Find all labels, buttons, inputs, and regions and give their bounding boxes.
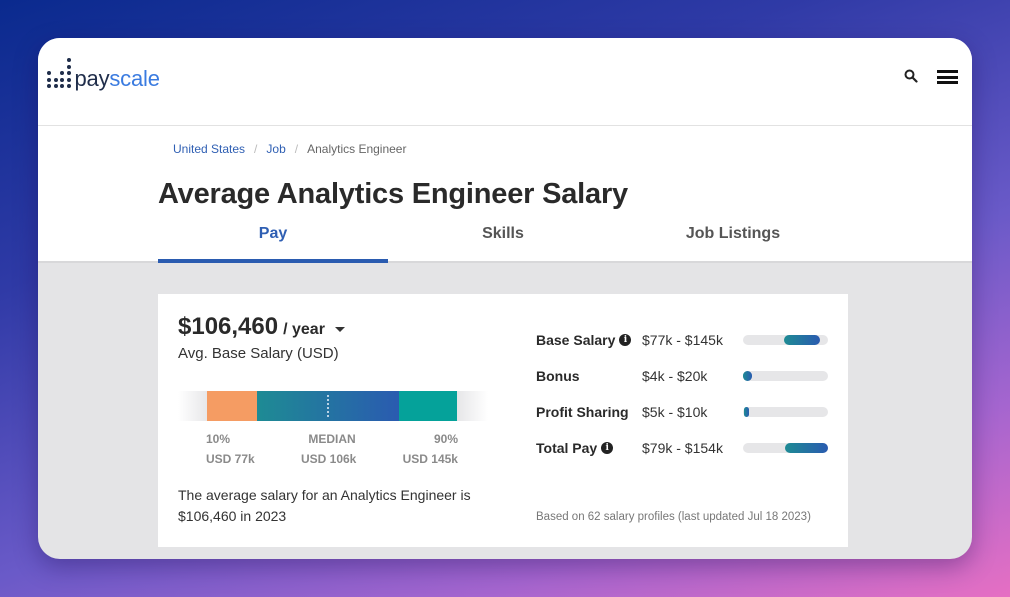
browser-window: payscale United States / Job / Analytics…	[38, 38, 972, 559]
breakdown-range: $77k - $145k	[642, 332, 723, 348]
breadcrumb-united-states[interactable]: United States	[173, 142, 246, 156]
range-fill	[743, 407, 749, 417]
page-header: United States / Job / Analytics Engineer…	[38, 126, 972, 263]
salary-amount: $106,460	[178, 313, 279, 340]
range-fill	[743, 371, 752, 381]
salary-description: The average salary for an Analytics Engi…	[178, 487, 471, 524]
salary-sublabel: Avg. Base Salary (USD)	[178, 345, 339, 362]
pay-breakdown: Base Salary i $77k - $145k Bonus $4k - $2…	[536, 328, 836, 472]
top-navigation-bar: payscale	[38, 38, 972, 126]
breakdown-label: Base Salary	[536, 332, 616, 348]
breakdown-label: Bonus	[536, 368, 580, 384]
breadcrumb: United States / Job / Analytics Engineer	[173, 142, 406, 156]
search-icon	[904, 69, 918, 83]
p90-value: USD 145k	[402, 452, 458, 466]
breadcrumb-current: Analytics Engineer	[307, 142, 407, 156]
logo-wordmark: payscale	[74, 66, 160, 91]
info-icon[interactable]: i	[619, 334, 632, 346]
breakdown-label: Profit Sharing	[536, 404, 629, 420]
breakdown-label: Total Pay	[536, 440, 598, 456]
tab-bar: Pay Skills Job Listings	[158, 221, 848, 263]
range-track	[743, 371, 828, 381]
p90-label: 90%	[433, 432, 458, 446]
info-icon[interactable]: i	[601, 442, 614, 454]
hamburger-menu-icon[interactable]	[937, 70, 958, 84]
logo-dots-icon	[47, 58, 71, 88]
tab-job-listings[interactable]: Job Listings	[685, 225, 781, 242]
payscale-logo[interactable]: payscale	[47, 58, 160, 91]
range-track	[743, 335, 828, 345]
breakdown-range: $4k - $20k	[642, 368, 708, 384]
tab-pay[interactable]: Pay	[158, 221, 388, 263]
chevron-down-icon[interactable]	[334, 326, 345, 332]
salary-footnote: Based on 62 salary profiles (last update…	[536, 511, 811, 523]
breakdown-row-bonus: Bonus $4k - $20k	[536, 364, 836, 400]
breadcrumb-separator: /	[254, 142, 258, 156]
salary-percentile-bar	[178, 391, 488, 421]
salary-amount-row: $106,460 / year	[178, 313, 345, 341]
percentile-10-segment	[207, 391, 257, 421]
p10-value: USD 77k	[206, 452, 255, 466]
range-track	[743, 443, 828, 453]
breakdown-range: $5k - $10k	[642, 404, 708, 420]
breakdown-range: $79k - $154k	[642, 440, 723, 456]
median-value: USD 106k	[300, 452, 357, 466]
breakdown-row-base-salary: Base Salary i $77k - $145k	[536, 328, 836, 364]
breadcrumb-separator: /	[294, 142, 299, 156]
median-label: MEDIAN	[308, 432, 356, 446]
range-fill	[784, 443, 828, 453]
tab-skills[interactable]: Skills	[482, 225, 524, 242]
range-fill	[783, 335, 821, 345]
page-title: Average Analytics Engineer Salary	[158, 178, 628, 210]
percentile-90-segment	[399, 391, 457, 421]
median-marker	[327, 395, 329, 417]
pay-period[interactable]: / year	[283, 321, 325, 338]
range-track	[743, 407, 828, 417]
salary-card: $106,460 / year Avg. Base Salary (USD) 1…	[158, 294, 848, 547]
percentile-labels: 10% MEDIAN 90% USD 77k USD 106k USD 145k	[206, 429, 458, 469]
breakdown-row-total-pay: Total Pay i $79k - $154k	[536, 436, 836, 472]
breakdown-row-profit-sharing: Profit Sharing $5k - $10k	[536, 400, 836, 436]
p10-label: 10%	[206, 432, 231, 446]
search-button[interactable]	[904, 69, 918, 83]
breadcrumb-job[interactable]: Job	[266, 142, 286, 156]
